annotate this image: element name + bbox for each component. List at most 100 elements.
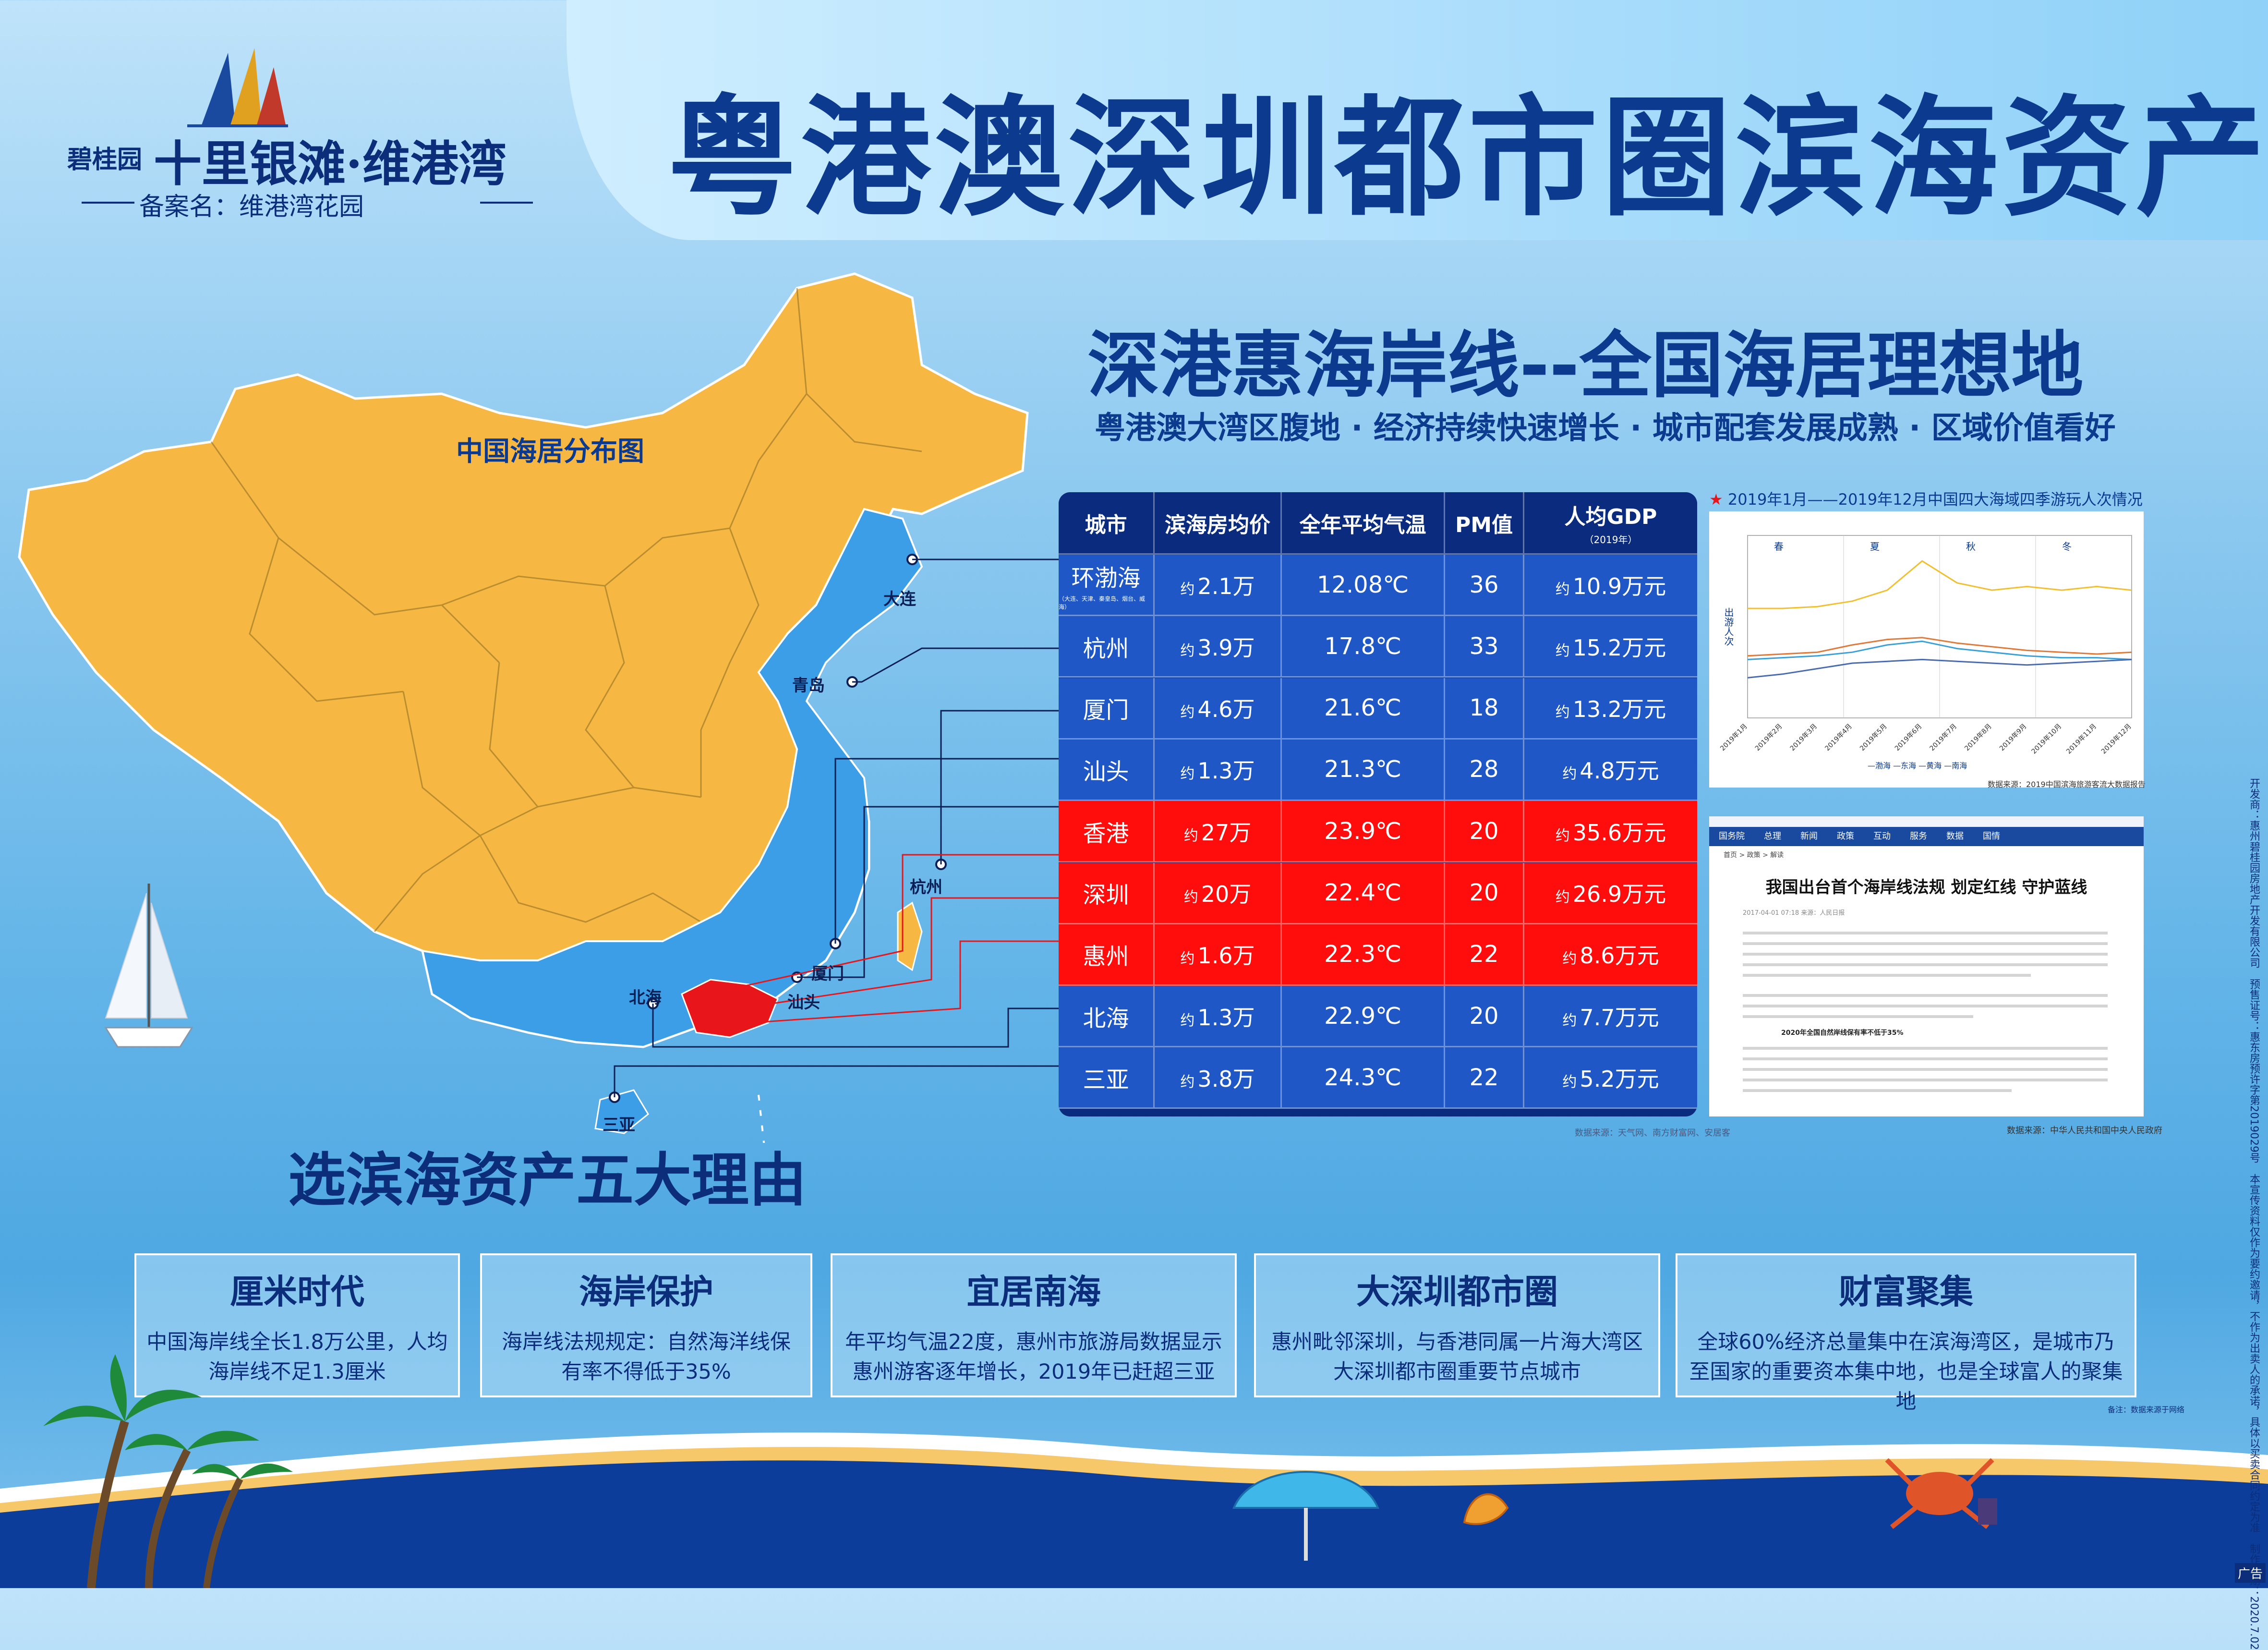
news-title: 我国出台首个海岸线法规 划定红线 守护蓝线 — [1709, 874, 2144, 898]
cell-city: 三亚 — [1059, 1047, 1155, 1109]
approx-prefix: 约 — [1180, 762, 1194, 783]
city-name: 汕头 — [1083, 752, 1129, 786]
cell-city: 香港 — [1059, 801, 1155, 862]
gdp-value: 8.6万元 — [1580, 938, 1659, 970]
page-title: 粤港澳深圳都市圈滨海资产 — [667, 53, 2268, 241]
news-subhead: 2020年全国自然岸线保有率不低于35% — [1781, 1028, 1903, 1037]
news-text-line — [1743, 1057, 2108, 1060]
gdp-value: 10.9万元 — [1573, 569, 1666, 601]
news-text-line — [1743, 1079, 2108, 1081]
header-city: 城市 — [1059, 492, 1155, 555]
gdp-value: 5.2万元 — [1580, 1062, 1659, 1093]
city-label-qingdao: 青岛 — [792, 672, 825, 696]
header-gdp: 人均GDP （2019年） — [1524, 492, 1697, 555]
reasons-heading: 选滨海资产五大理由 — [288, 1133, 807, 1217]
city-name: 三亚 — [1083, 1061, 1129, 1094]
news-nav-item[interactable]: 互动 — [1864, 827, 1900, 846]
city-label-shantou: 汕头 — [787, 989, 820, 1013]
reason-card: 海岸保护 海岸线法规规定：自然海洋线保有率不得低于35% — [480, 1253, 812, 1397]
gdp-value: 26.9万元 — [1573, 877, 1666, 909]
approx-prefix: 约 — [1562, 946, 1577, 968]
season-label: 秋 — [1966, 541, 1976, 552]
reason-title: 宜居南海 — [832, 1265, 1235, 1313]
news-text-line — [1743, 1005, 2108, 1007]
header-pm: PM值 — [1445, 492, 1524, 555]
gdp-value: 35.6万元 — [1573, 815, 1666, 847]
brand-logo: 碧桂园 十里银滩·维港湾 备案名：维港湾花园 — [53, 43, 557, 216]
news-nav-item[interactable]: 国情 — [1973, 827, 2010, 846]
x-tick-label: 2019年7月 — [1929, 723, 1959, 753]
cell-city: 汕头 — [1059, 740, 1155, 801]
x-tick-label: 2019年6月 — [1894, 723, 1924, 753]
x-tick-label: 2019年1月 — [1719, 723, 1749, 753]
cell-city: 厦门 — [1059, 678, 1155, 740]
season-label: 夏 — [1870, 541, 1880, 552]
cell-city: 深圳 — [1059, 863, 1155, 924]
news-text-line — [1743, 932, 2108, 934]
cell-pm: 33 — [1445, 616, 1524, 678]
map-caption: 中国海居分布图 — [456, 430, 644, 469]
cell-pm: 22 — [1445, 924, 1524, 986]
news-text-line — [1743, 963, 2108, 966]
sailboat-icon — [96, 874, 202, 1076]
x-tick-label: 2019年2月 — [1754, 723, 1784, 753]
news-nav-item[interactable]: 数据 — [1937, 827, 1973, 846]
chart-legend: —渤海 —东海 —黄海 —南海 — [1868, 761, 1967, 770]
cell-temp: 22.4℃ — [1282, 863, 1445, 924]
star-icon: ★ — [1709, 490, 1723, 509]
news-text-line — [1743, 974, 2031, 977]
news-text-line — [1743, 953, 2108, 956]
reason-body: 海岸线法规规定：自然海洋线保有率不得低于35% — [492, 1327, 801, 1387]
city-name: 深圳 — [1083, 876, 1129, 910]
news-nav-item[interactable]: 新闻 — [1791, 827, 1827, 846]
approx-prefix: 约 — [1180, 946, 1194, 968]
approx-prefix: 约 — [1180, 700, 1194, 721]
x-tick-label: 2019年9月 — [1998, 723, 2028, 753]
news-nav: 国务院总理新闻政策互动服务数据国情 — [1709, 827, 2144, 846]
header-price: 滨海房均价 — [1155, 492, 1282, 555]
approx-prefix: 约 — [1556, 639, 1570, 660]
cell-city: 杭州 — [1059, 616, 1155, 678]
gdp-value: 15.2万元 — [1573, 631, 1666, 662]
approx-prefix: 约 — [1556, 700, 1570, 721]
approx-prefix: 约 — [1184, 885, 1198, 906]
city-name: 香港 — [1083, 814, 1129, 848]
news-nav-item[interactable]: 服务 — [1900, 827, 1937, 846]
reason-body: 惠州毗邻深圳，与香港同属一片海大湾区大深圳都市圈重要节点城市 — [1266, 1327, 1649, 1387]
city-name: 厦门 — [1083, 691, 1129, 725]
reason-title: 财富聚集 — [1677, 1265, 2135, 1313]
news-text-line — [1743, 1089, 2012, 1092]
y-axis-label: 出游人次 — [1723, 607, 1734, 646]
news-nav-item[interactable]: 政策 — [1827, 827, 1864, 846]
season-label: 春 — [1774, 541, 1784, 552]
reason-card: 宜居南海 年平均气温22度，惠州市旅游局数据显示惠州游客逐年增长，2019年已赶… — [831, 1253, 1237, 1397]
city-name: 惠州 — [1083, 937, 1129, 971]
news-text-line — [1743, 1015, 1973, 1018]
news-nav-item[interactable]: 总理 — [1754, 827, 1791, 846]
palm-tree-icon — [29, 1345, 298, 1588]
cell-pm: 28 — [1445, 740, 1524, 801]
approx-prefix: 约 — [1180, 1070, 1194, 1091]
approx-prefix: 约 — [1556, 885, 1570, 906]
news-text-line — [1743, 1047, 2108, 1050]
approx-prefix: 约 — [1562, 1008, 1577, 1030]
news-topbar — [1709, 816, 2144, 827]
section-heading: 深港惠海岸线--全国海居理想地 — [1087, 307, 2084, 412]
cell-temp: 21.6℃ — [1282, 678, 1445, 740]
shell-icon — [1460, 1479, 1512, 1532]
news-nav-item[interactable]: 国务院 — [1709, 827, 1754, 846]
chart-title: ★ 2019年1月——2019年12月中国四大海域四季游玩人次情况 — [1709, 487, 2143, 510]
city-label-beihai: 北海 — [629, 984, 662, 1008]
